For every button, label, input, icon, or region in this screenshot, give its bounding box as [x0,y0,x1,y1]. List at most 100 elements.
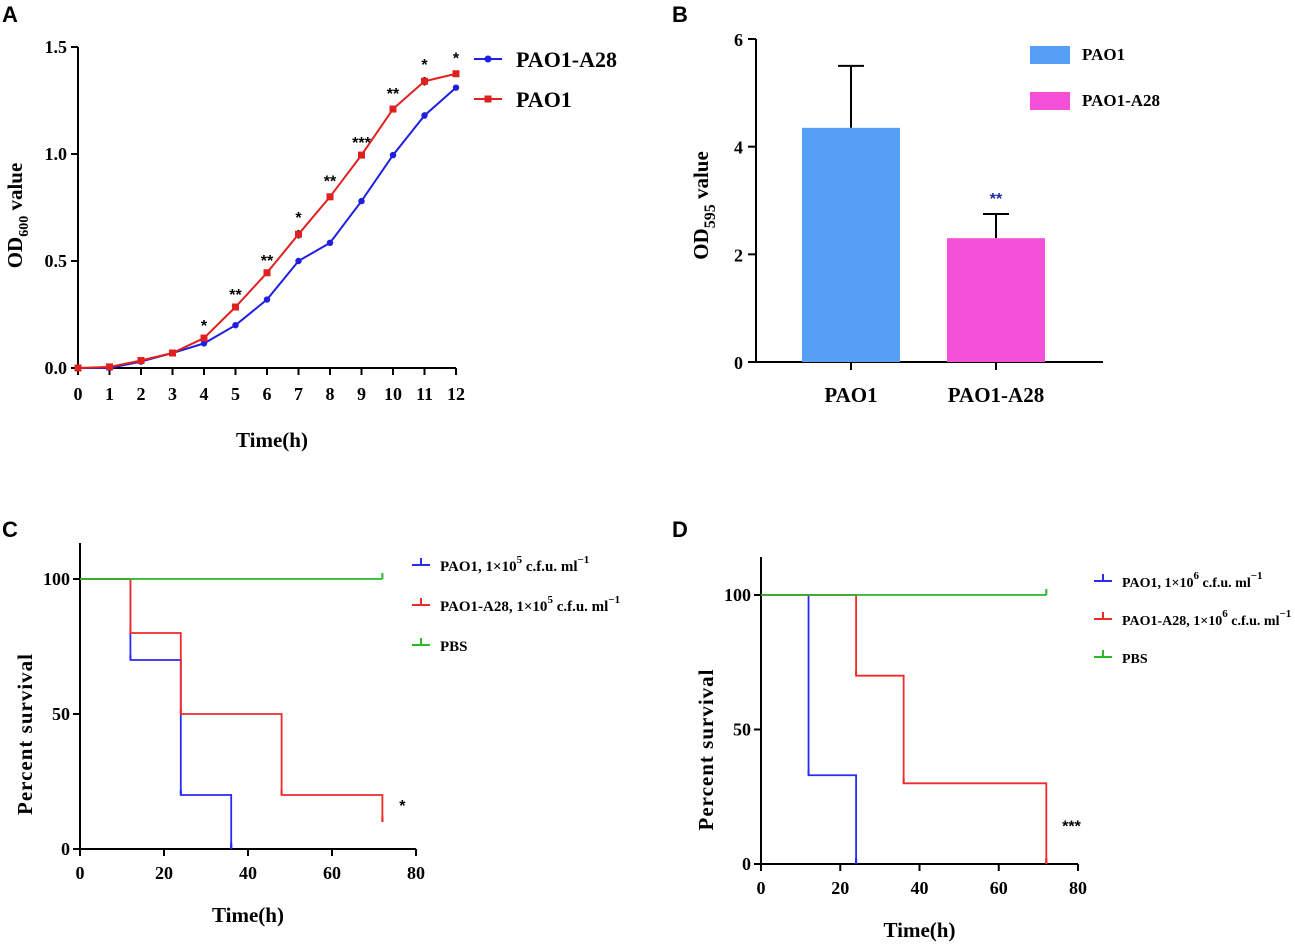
data-point [232,303,239,311]
x-tick-label: 7 [294,384,303,404]
x-tick-label: 8 [326,384,335,404]
legend-label: PBS [1122,652,1148,667]
legend-label: PAO1-A28 [516,47,617,72]
data-point [263,269,271,277]
survival-curve [80,578,384,822]
y-axis-title: Percent survival [13,653,37,815]
data-point [295,230,302,238]
legend-swatch [1030,46,1070,64]
x-tick-label: 9 [357,384,366,404]
x-axis-title: Time(h) [884,918,956,942]
significance-marker: * [295,210,302,227]
x-tick-label: 0 [74,384,83,404]
significance-marker: * [453,51,460,68]
x-tick-label: 3 [168,384,177,404]
x-tick-label: 80 [407,863,425,883]
bar-pao1-a28 [947,238,1045,362]
panel-label-b: B [672,2,688,27]
x-tick-label: 6 [263,384,272,404]
data-point [452,84,460,91]
x-tick-label: 80 [1069,878,1087,898]
y-tick-label: 1.0 [45,144,68,164]
data-point [263,296,271,303]
x-tick-label: PAO1-A28 [948,383,1044,407]
x-tick-label: 1 [105,384,114,404]
panel-label-d: D [672,517,688,542]
significance-marker: ** [324,174,337,191]
data-point [200,334,208,342]
significance-marker: * [421,57,428,74]
y-tick-label: 1.5 [45,37,68,57]
y-tick-label: 2 [734,245,743,265]
y-tick-label: 4 [734,138,743,158]
panel-label-a: A [2,2,18,27]
x-tick-label: 2 [137,384,146,404]
y-tick-label: 0 [734,353,743,373]
legend-label: PAO1, 1×105 c.f.u. ml−1 [440,554,589,575]
y-tick-label: 100 [724,585,751,605]
data-point [326,239,334,247]
x-tick-label: 20 [155,863,173,883]
significance-marker: *** [1062,819,1081,836]
data-point [421,77,428,85]
data-point [106,363,113,371]
significance-marker: ** [990,191,1003,208]
y-tick-label: 0 [61,839,70,859]
data-point [169,349,176,357]
x-tick-label: 60 [323,863,341,883]
panel-d-survival-curve: D 0 50 100 0 20 40 60 80 Time(h) Percent survival *… [672,517,1291,942]
data-point [358,151,365,159]
y-tick-label: 50 [52,704,70,724]
x-tick-label: 5 [231,384,240,404]
x-tick-label: 11 [416,384,433,404]
series-line-pao1-a28 [78,86,457,369]
legend-label: PAO1-A28 [1082,91,1160,110]
legend-label: PAO1-A28, 1×105 c.f.u. ml−1 [440,594,620,615]
legend-swatch [1030,92,1070,110]
y-tick-label: 0.0 [45,358,68,378]
y-tick-label: 100 [43,569,70,589]
x-tick-label: 60 [990,878,1008,898]
significance-marker: ** [387,86,400,103]
y-tick-label: 0.5 [45,251,68,271]
panel-label-c: C [2,517,18,542]
legend-label: PBS [440,639,468,655]
y-axis-title: OD595 value [689,151,719,260]
legend-label: PAO1-A28, 1×106 c.f.u. ml−1 [1122,608,1291,629]
x-tick-label: 4 [200,384,209,404]
significance-marker: ** [229,287,242,304]
series-line-pao1 [77,72,457,369]
y-tick-label: 50 [733,720,751,740]
x-tick-label: 40 [911,878,929,898]
survival-curve [761,594,1048,864]
survival-curve [761,594,857,864]
significance-marker: * [201,318,208,335]
legend-label: PAO1 [1082,45,1125,64]
data-point [358,197,365,205]
data-point [232,322,239,329]
x-axis-title: Time(h) [236,428,308,452]
x-tick-label: 12 [447,384,465,404]
data-point [452,70,460,78]
data-point [326,193,334,201]
legend-marker [484,95,492,103]
x-axis-title: Time(h) [212,903,284,927]
y-axis-title: OD600 value [3,163,32,269]
significance-marker: * [399,798,406,815]
data-point [74,364,82,372]
data-point [200,340,208,347]
x-tick-label: 10 [384,384,402,404]
data-point [137,357,145,365]
legend-label: PAO1, 1×106 c.f.u. ml−1 [1122,570,1263,591]
bar-pao1 [802,127,900,362]
x-tick-label: PAO1 [824,383,877,407]
y-tick-label: 0 [742,854,751,874]
legend-marker [484,55,492,63]
panel-b-biofilm-bar-chart: B 0 2 4 6 OD595 value PAO1 PAO1-A28 ** PAO1 PAO1-A… [672,2,1160,407]
x-tick-label: 20 [831,878,849,898]
data-point [295,257,302,265]
data-point [421,112,428,119]
panel-c-survival-curve: C 0 50 100 0 20 40 60 80 Time(h) Percent survival *… [2,517,620,927]
data-point [389,105,397,113]
